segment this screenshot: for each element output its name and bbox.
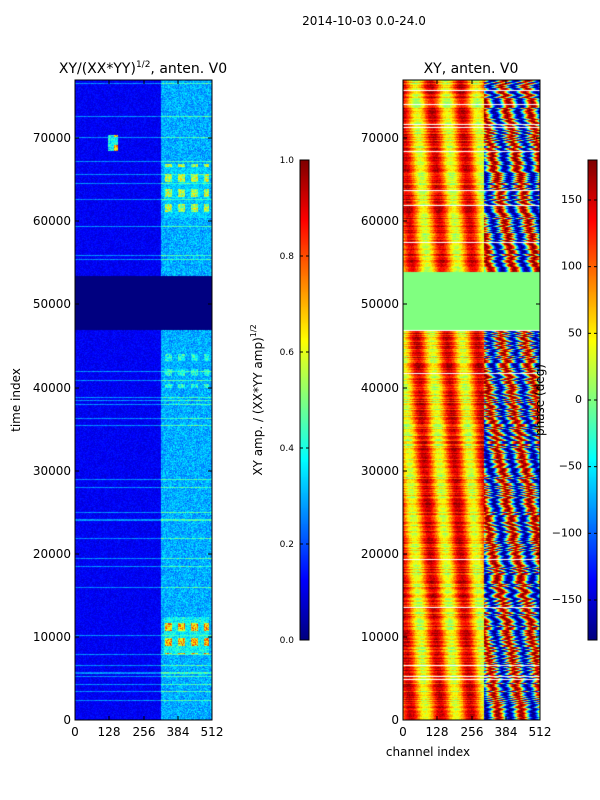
amplitude-colorbar-tick-label: 0.8 [280,252,295,262]
phase-colorbar-tick-label: −150 [552,593,582,606]
phase-x-axis-label: channel index [386,745,470,759]
amplitude-colorbar-tick-label: 0.2 [280,540,294,550]
phase-y-tick-label: 0 [391,713,399,727]
phase-colorbar: −150 −100 −50 0 50 100 150 phase (deg) [533,159,598,641]
amplitude-colorbar-tick-label: 1.0 [280,156,295,166]
amplitude-x-tick-label: 256 [133,725,156,739]
phase-y-tick-label: 40000 [361,381,399,395]
phase-x-tick-label: 512 [529,725,552,739]
amplitude-colorbar-gradient [300,160,309,640]
phase-axes: 0 128 256 384 512 0 10000 20000 30000 40000 50000 6… [361,80,552,739]
amplitude-chart-title: XY/(XX*YY)1/2, anten. V0 [59,60,227,77]
phase-colorbar-tick-label: 150 [561,193,582,206]
amplitude-y-tick-label: 20000 [33,547,71,561]
amplitude-y-tick-label: 30000 [33,464,71,478]
amplitude-colorbar: 0.0 0.2 0.4 0.6 0.8 1.0 XY amp. / (XX*YY amp)… [249,156,310,646]
amplitude-colorbar-tick-label: 0.0 [280,636,295,646]
phase-colorbar-gradient [588,160,597,640]
amplitude-y-tick-label: 0 [63,713,71,727]
phase-colorbar-tick-label: 100 [561,260,582,273]
phase-colorbar-ticks: −150 −100 −50 0 50 100 150 [552,193,597,606]
phase-y-tick-label: 60000 [361,214,399,228]
phase-y-tick-label: 50000 [361,297,399,311]
amplitude-colorbar-tick-label: 0.6 [280,348,295,358]
phase-heatmap-image [403,80,540,720]
phase-colorbar-tick-label: −50 [559,460,582,473]
amplitude-x-tick-label: 384 [167,725,190,739]
figure-suptitle: 2014-10-03 0.0-24.0 [302,14,426,28]
phase-x-tick-label: 0 [399,725,407,739]
phase-x-tick-label: 256 [461,725,484,739]
phase-chart-title: XY, anten. V0 [424,61,519,77]
amplitude-y-tick-label: 40000 [33,381,71,395]
amplitude-colorbar-frame [299,159,310,641]
phase-colorbar-tick-label: −100 [552,526,582,539]
amplitude-colorbar-label: XY amp. / (XX*YY amp)1/2 [249,324,265,475]
phase-x-tick-label: 128 [426,725,449,739]
amplitude-colorbar-ticks: 0.0 0.2 0.4 0.6 0.8 1.0 [280,156,309,646]
amplitude-y-tick-label: 70000 [33,131,71,145]
phase-y-tick-label: 20000 [361,547,399,561]
phase-y-tick-label: 30000 [361,464,399,478]
amplitude-x-tick-label: 128 [98,725,121,739]
phase-colorbar-tick-label: 0 [575,393,582,406]
amplitude-y-tick-label: 60000 [33,214,71,228]
amplitude-colorbar-tick-label: 0.4 [280,444,295,454]
amplitude-chart: XY/(XX*YY)1/2, anten. V0 0 128 256 384 512 0 1… [9,60,227,739]
phase-colorbar-tick-label: 50 [568,326,582,339]
amplitude-x-tick-label: 512 [201,725,224,739]
amplitude-x-tick-label: 0 [71,725,79,739]
phase-x-tick-label: 384 [495,725,518,739]
amplitude-axes: 0 128 256 384 512 0 10000 20000 30000 40000 50000 6… [33,80,224,739]
phase-chart: XY, anten. V0 0 128 256 384 512 0 10000 20000 30… [361,61,552,759]
amplitude-heatmap-image [75,80,212,720]
amplitude-y-tick-label: 50000 [33,297,71,311]
amplitude-y-axis-label: time index [9,368,23,432]
amplitude-y-tick-label: 10000 [33,630,71,644]
phase-colorbar-label: phase (deg) [533,364,547,436]
phase-y-tick-label: 10000 [361,630,399,644]
phase-y-tick-label: 70000 [361,131,399,145]
